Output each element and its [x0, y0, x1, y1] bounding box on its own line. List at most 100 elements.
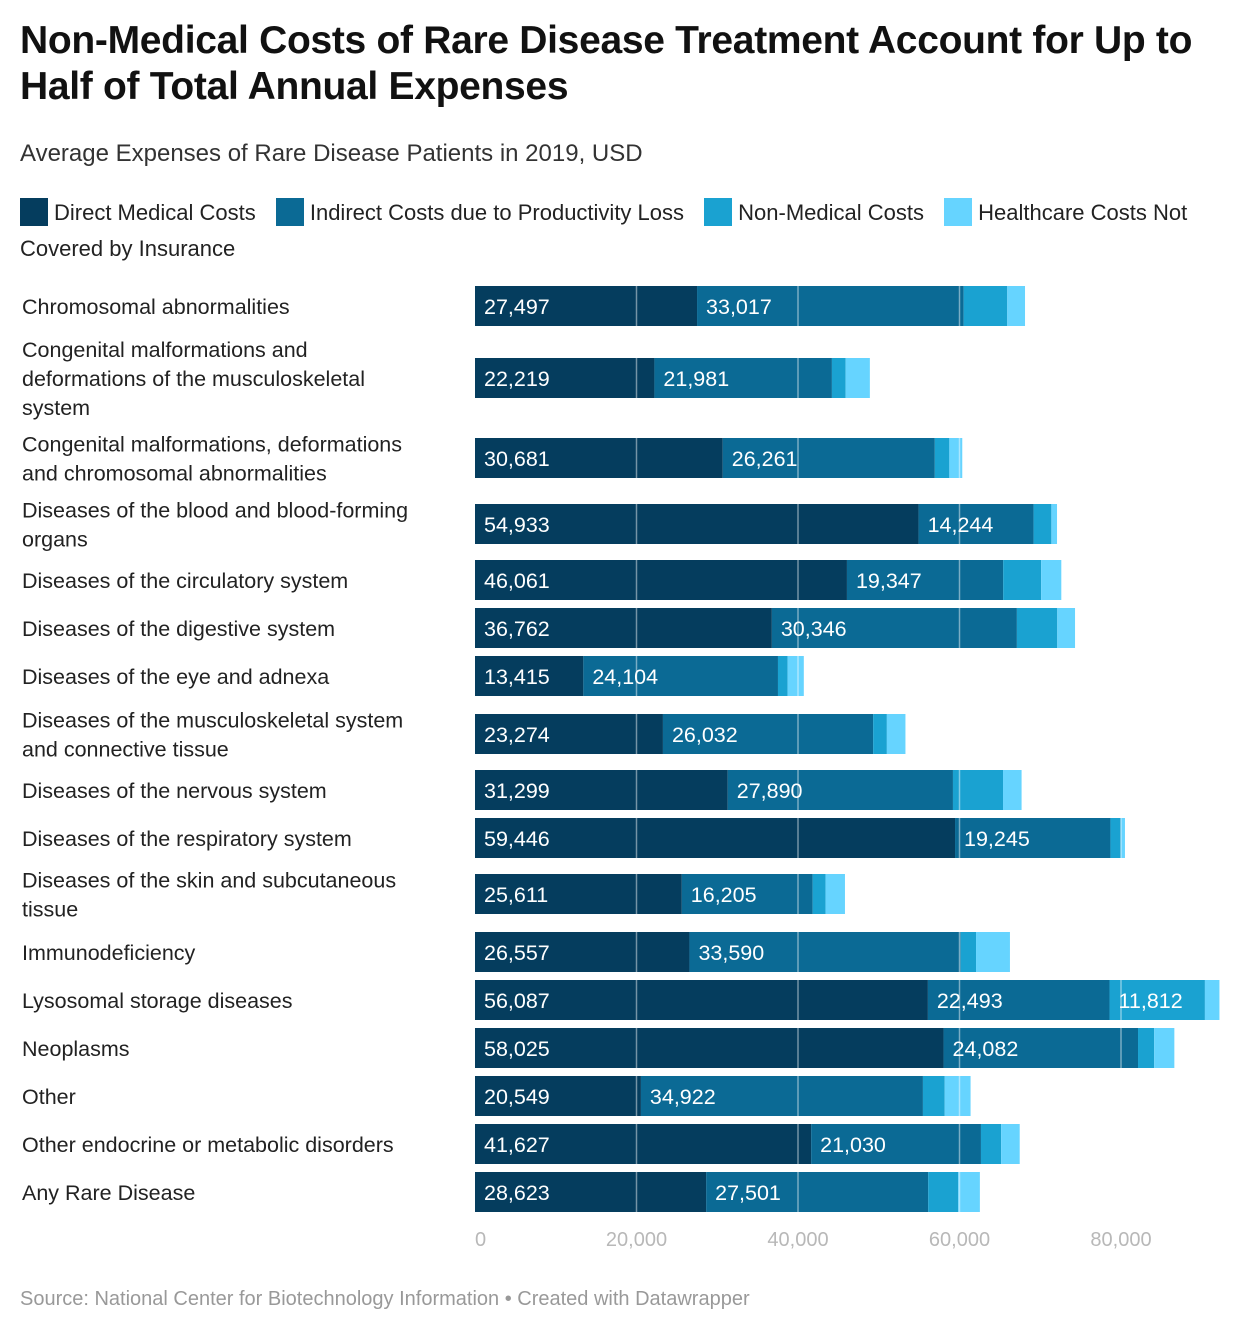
bar-segment-2 — [640, 1076, 923, 1116]
bar-segment-4 — [1204, 980, 1220, 1020]
category-label: Diseases of the eye and adnexa — [22, 665, 329, 689]
bar-segment-2 — [662, 714, 874, 754]
bar-segment-1 — [475, 560, 847, 600]
gridlines-group — [635, 282, 1122, 1216]
bar-segment-2 — [918, 504, 1034, 544]
value-label: 26,557 — [484, 941, 550, 965]
value-label: 22,219 — [484, 367, 550, 391]
bar-segment-1 — [475, 1076, 641, 1116]
category-label: Neoplasms — [22, 1037, 130, 1061]
category-label-line: Diseases of the digestive system — [22, 617, 335, 641]
category-label: Any Rare Disease — [22, 1181, 195, 1205]
bar-segment-1 — [475, 770, 728, 810]
bar-segment-3 — [777, 656, 788, 696]
value-label: 54,933 — [484, 513, 550, 537]
bar-segment-3 — [934, 438, 950, 478]
category-label-line: Neoplasms — [22, 1037, 130, 1061]
bar-segment-1 — [475, 656, 584, 696]
legend-swatch-non-medical — [704, 198, 733, 226]
category-label: Congenital malformations and deformations… — [22, 338, 365, 420]
bar-segment-1 — [475, 608, 772, 648]
value-label: 20,549 — [484, 1085, 550, 1109]
category-label: Diseases of the circulatory system — [22, 569, 348, 593]
value-label: 56,087 — [484, 989, 550, 1013]
category-label: Congenital malformations, deformations an… — [22, 433, 402, 486]
bar-segment-4 — [1057, 608, 1076, 648]
bar-segment-4 — [1007, 286, 1026, 326]
category-label: Diseases of the respiratory system — [22, 827, 352, 851]
bars-group — [475, 286, 1220, 1212]
bar-segment-4 — [1120, 818, 1125, 858]
bar-segment-3 — [831, 358, 846, 398]
value-label: 30,346 — [781, 617, 847, 641]
value-label: 24,104 — [592, 665, 658, 689]
category-label-line: tissue — [22, 898, 78, 922]
category-label-line: Lysosomal storage diseases — [22, 989, 292, 1013]
bar-segment-2 — [689, 932, 961, 972]
value-label: 33,590 — [698, 941, 764, 965]
bar-segment-1 — [475, 1172, 707, 1212]
value-label: 21,030 — [820, 1133, 886, 1157]
bar-segment-4 — [976, 932, 1010, 972]
value-label: 24,082 — [953, 1037, 1019, 1061]
bar-segment-2 — [722, 438, 935, 478]
bar-segment-2 — [706, 1172, 929, 1212]
category-label-line: Diseases of the blood and blood-forming — [22, 499, 408, 523]
value-label: 26,261 — [732, 447, 798, 471]
bar-segment-2 — [927, 980, 1110, 1020]
value-label: 25,611 — [484, 883, 548, 907]
value-label: 14,244 — [928, 513, 994, 537]
category-label-line: organs — [22, 528, 88, 552]
bar-segment-1 — [475, 818, 956, 858]
category-label-line: Diseases of the nervous system — [22, 779, 327, 803]
bar-segment-1 — [475, 438, 723, 478]
bar-segment-3 — [1110, 818, 1121, 858]
category-label-line: Diseases of the respiratory system — [22, 827, 352, 851]
category-label-line: Other — [22, 1085, 76, 1109]
source-note: Source: National Center for Biotechnolog… — [20, 1288, 750, 1310]
bar-segment-4 — [958, 1172, 980, 1212]
bar-segment-3 — [873, 714, 887, 754]
value-label: 26,032 — [672, 723, 738, 747]
value-label: 16,205 — [691, 883, 757, 907]
value-label: 36,762 — [484, 617, 550, 641]
category-label-line: Immunodeficiency — [22, 941, 196, 965]
value-label: 33,017 — [706, 295, 772, 319]
bar-segment-1 — [475, 286, 698, 326]
bar-segment-2 — [727, 770, 953, 810]
legend-label-healthcare-not-covered: Healthcare Costs Not Covered by Insuranc… — [20, 200, 1188, 261]
value-label: 28,623 — [484, 1181, 550, 1205]
bar-segment-4 — [825, 874, 845, 914]
category-label-line: and chromosomal abnormalities — [22, 462, 327, 486]
category-label-line: Congenital malformations, deformations — [22, 433, 402, 457]
category-label: Diseases of the musculoskeletal system an… — [22, 709, 403, 762]
bar-segment-4 — [1051, 504, 1058, 544]
category-label: Diseases of the nervous system — [22, 779, 327, 803]
bar-segment-2 — [654, 358, 832, 398]
value-label: 58,025 — [484, 1037, 550, 1061]
category-label-line: Any Rare Disease — [22, 1181, 195, 1205]
value-label: 30,681 — [484, 447, 550, 471]
category-label: Chromosomal abnormalities — [22, 295, 290, 319]
bar-segment-4 — [1001, 1124, 1020, 1164]
bar-segment-2 — [583, 656, 778, 696]
category-label-line: Other endocrine or metabolic disorders — [22, 1133, 394, 1157]
bar-segment-2 — [846, 560, 1004, 600]
bar-segment-3 — [812, 874, 826, 914]
bar-segment-3 — [1109, 980, 1205, 1020]
bar-segment-1 — [475, 358, 655, 398]
x-tick-label: 40,000 — [767, 1229, 828, 1251]
x-tick-label: 80,000 — [1090, 1229, 1151, 1251]
bar-segment-4 — [949, 438, 963, 478]
value-label: 13,415 — [484, 665, 550, 689]
legend-item-direct-medical: Direct Medical Costs — [20, 198, 256, 226]
category-label: Lysosomal storage diseases — [22, 989, 292, 1013]
legend-item-non-medical: Non-Medical Costs — [704, 198, 924, 226]
category-label-line: Diseases of the eye and adnexa — [22, 665, 329, 689]
value-label: 46,061 — [484, 569, 550, 593]
category-label-line: deformations of the musculoskeletal — [22, 367, 365, 391]
bar-segment-3 — [1016, 608, 1058, 648]
category-label-line: system — [22, 396, 90, 420]
category-label-line: and connective tissue — [22, 738, 229, 762]
legend-swatch-healthcare-not-covered — [944, 198, 973, 226]
